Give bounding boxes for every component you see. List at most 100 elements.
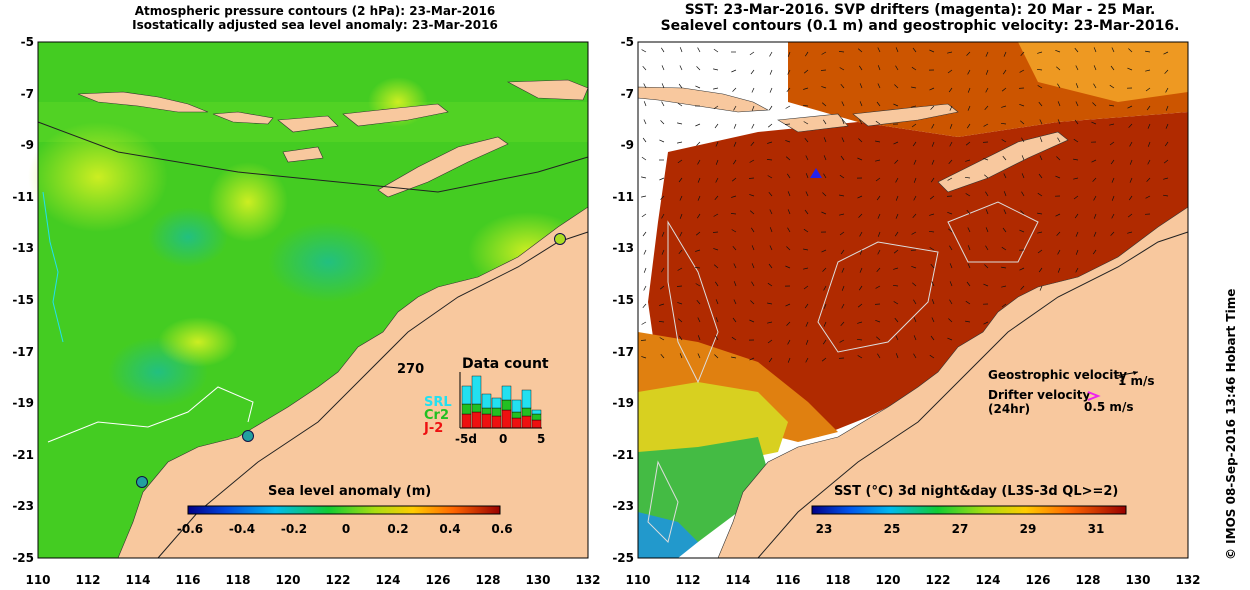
velocity-vector: [875, 140, 881, 143]
velocity-vector: [679, 213, 683, 219]
velocity-vector: [767, 141, 773, 144]
velocity-vector: [1146, 105, 1151, 111]
velocity-vector: [1146, 177, 1151, 182]
velocity-vector: [751, 105, 755, 111]
velocity-vector: [659, 303, 665, 306]
right-lon-tick: 124: [975, 573, 1001, 587]
velocity-vector: [661, 267, 665, 273]
velocity-vector: [949, 299, 953, 305]
velocity-vector: [804, 137, 809, 143]
velocity-vector: [1075, 65, 1079, 71]
geostrophic-velocity-label: Geostrophic velocity: [988, 368, 1127, 382]
velocity-vector: [930, 105, 935, 110]
velocity-vector: [1055, 49, 1061, 53]
velocity-vector: [840, 249, 845, 255]
sea-level-contour: [42, 191, 64, 343]
velocity-vector: [732, 317, 737, 323]
velocity-vector: [642, 231, 647, 237]
velocity-vector: [823, 173, 827, 179]
velocity-vector: [823, 137, 827, 143]
right-lat-tick: -21: [612, 447, 634, 462]
velocity-vector: [787, 339, 791, 345]
velocity-vector: [731, 195, 737, 198]
velocity-vector: [1110, 65, 1115, 71]
velocity-vector: [1163, 194, 1169, 197]
drifter-marker: [810, 168, 822, 178]
velocity-vector: [859, 119, 863, 125]
velocity-vector: [929, 213, 935, 216]
velocity-vector: [748, 177, 755, 179]
velocity-vector: [895, 65, 899, 71]
velocity-vector: [911, 66, 917, 71]
velocity-vector: [929, 49, 935, 53]
velocity-vector: [713, 248, 719, 251]
velocity-vector: [677, 302, 683, 305]
velocity-vector: [1165, 87, 1169, 93]
velocity-vector: [713, 264, 719, 269]
velocity-vector: [661, 47, 665, 53]
velocity-vector: [1074, 119, 1079, 125]
velocity-vector: [767, 302, 773, 305]
velocity-vector: [767, 282, 773, 287]
velocity-vector: [931, 123, 935, 129]
velocity-vector: [751, 263, 755, 269]
velocity-vector: [696, 66, 701, 71]
velocity-vector: [697, 213, 701, 219]
velocity-vector: [1020, 285, 1025, 290]
right-lat-tick: -5: [620, 35, 634, 49]
velocity-vector: [857, 355, 863, 359]
data-count-bar: [461, 385, 472, 405]
velocity-vector: [913, 177, 917, 183]
velocity-vector: [1163, 51, 1169, 55]
right-lon-tick: 120: [875, 573, 901, 587]
sea-level-contour: [47, 386, 254, 443]
velocity-vector: [857, 303, 863, 308]
velocity-vector: [823, 285, 827, 291]
velocity-vector: [967, 245, 971, 251]
island-sumbawa: [777, 113, 849, 133]
velocity-vector: [643, 101, 647, 107]
velocity-vector: [733, 299, 737, 305]
velocity-vector: [985, 87, 989, 93]
velocity-vector: [839, 231, 845, 236]
velocity-vector: [1092, 102, 1097, 107]
velocity-vector: [713, 68, 719, 71]
geostrophic-scale-arrow: [1115, 371, 1139, 377]
data-count-bar: [491, 415, 502, 429]
island-bali-lombok: [212, 111, 274, 125]
velocity-vector: [839, 339, 845, 343]
velocity-vector: [912, 47, 917, 53]
velocity-vector: [1003, 51, 1007, 57]
velocity-vector: [1037, 212, 1043, 215]
velocity-vector: [713, 105, 719, 110]
velocity-vector: [949, 123, 953, 129]
velocity-vector: [787, 227, 791, 233]
velocity-vector: [965, 141, 971, 146]
velocity-vector: [1020, 51, 1025, 57]
velocity-vector: [984, 264, 989, 269]
velocity-vector: [1020, 210, 1025, 215]
velocity-vector: [895, 47, 899, 53]
velocity-vector: [1039, 119, 1043, 125]
velocity-vector: [822, 267, 827, 272]
sla-colorbar-tick: 0.2: [387, 522, 409, 536]
velocity-vector: [1111, 177, 1115, 183]
data-count-bar: [501, 409, 512, 429]
velocity-vector: [1038, 101, 1043, 107]
velocity-vector: [948, 87, 953, 93]
velocity-vector: [947, 177, 953, 181]
velocity-vector: [984, 105, 989, 111]
velocity-vector: [895, 195, 899, 201]
velocity-vector: [985, 69, 989, 75]
velocity-vector: [877, 353, 881, 359]
velocity-vector: [1057, 249, 1061, 255]
velocity-vector: [983, 157, 989, 161]
velocity-vector: [1147, 159, 1151, 165]
velocity-vector: [839, 194, 845, 197]
right-lon-tick: 132: [1175, 573, 1201, 587]
velocity-vector: [1003, 209, 1007, 215]
velocity-vector: [840, 155, 845, 161]
velocity-vector: [643, 83, 647, 89]
velocity-vector: [1057, 119, 1061, 125]
velocity-vector: [661, 101, 665, 107]
